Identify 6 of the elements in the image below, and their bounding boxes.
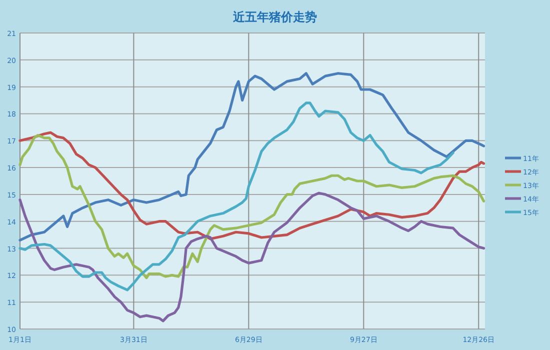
line-series bbox=[18, 102, 454, 292]
chart-title: 近五年猪价走势 bbox=[232, 10, 317, 24]
line-series bbox=[18, 131, 486, 240]
line-series bbox=[18, 72, 486, 242]
line-series bbox=[18, 192, 486, 322]
line-series bbox=[18, 134, 486, 280]
